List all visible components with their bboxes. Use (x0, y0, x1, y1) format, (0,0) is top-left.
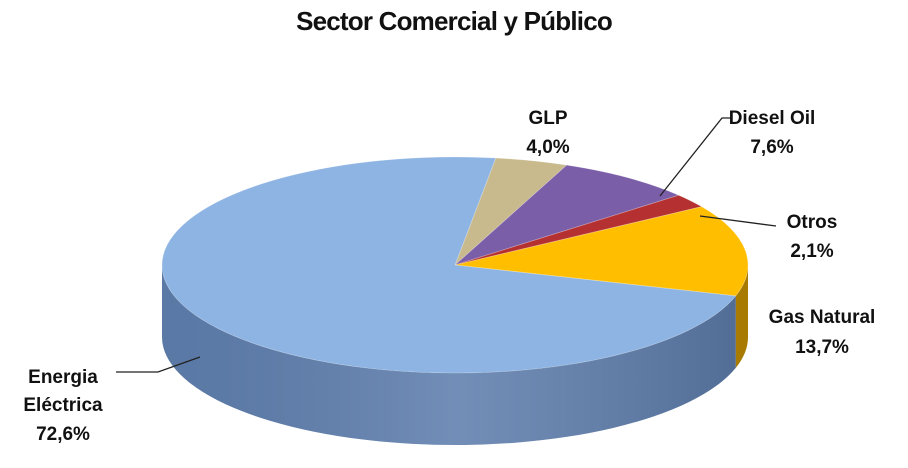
label-gas-value: 13,7% (795, 337, 849, 358)
leader-lines (116, 117, 777, 373)
pie-slice-gas-natural (454, 206, 749, 297)
leader-otros (699, 215, 777, 227)
label-otros-name: Otros (787, 212, 838, 233)
leader-energia (116, 356, 201, 373)
label-glp-value: 4,0% (526, 137, 569, 158)
pie-slice-diesel-oil (454, 164, 680, 266)
label-energia-line1: Energia (28, 367, 98, 388)
label-energia-line2: Eléctrica (23, 395, 103, 416)
label-glp-name: GLP (528, 108, 567, 129)
pie-slice-glp (454, 157, 568, 266)
pie-side-shading (162, 265, 748, 445)
leader-diesel (659, 117, 732, 197)
pie-3d-sides (162, 265, 748, 445)
pie-slice-energ-a-el-ctrica (161, 156, 737, 374)
label-diesel-value: 7,6% (750, 137, 793, 158)
pie-slices (161, 156, 749, 374)
chart-title: Sector Comercial y Público (296, 6, 613, 36)
label-diesel-name: Diesel Oil (729, 108, 816, 129)
label-gas-name: Gas Natural (769, 307, 876, 328)
pie-slice-otros (454, 194, 703, 266)
label-otros-value: 2,1% (790, 241, 833, 262)
label-energia-value: 72,6% (36, 424, 90, 445)
